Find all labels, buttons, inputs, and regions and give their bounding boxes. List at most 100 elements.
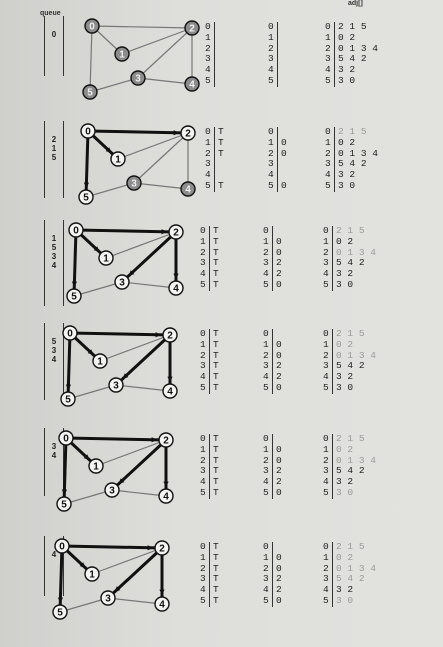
edgeTo-cell: 0: [276, 246, 282, 258]
adj-entry: 0: [336, 246, 342, 258]
adj-row: 0 2: [336, 339, 376, 351]
index-cell: 1: [200, 443, 206, 455]
adj-row: 2 1 5: [336, 225, 376, 237]
adj-entry: 5: [360, 126, 367, 137]
index-cell: 3: [200, 465, 206, 477]
vertex-node: [80, 123, 96, 139]
graph-edge: [91, 25, 193, 29]
marked-cell: T: [213, 562, 219, 574]
marked-cell: T: [213, 476, 219, 488]
tree-edge-arrow: [163, 481, 169, 487]
vertex-label: 5: [71, 292, 77, 303]
vertex-label: 2: [163, 436, 169, 447]
tree-edge-arrow: [167, 376, 173, 382]
index-cell: 0: [205, 21, 211, 32]
adj-entry: 0: [336, 235, 342, 247]
vertex-node: [56, 496, 72, 512]
vertex-node: [60, 391, 76, 407]
adj-entry: 0: [338, 42, 344, 54]
adj-entry: 0: [338, 136, 344, 148]
adj-entry: 3: [336, 584, 342, 596]
vertex-node: [180, 125, 196, 141]
index-cell: 5: [200, 594, 206, 606]
vertex-label: 4: [167, 387, 173, 398]
index-cell: 5: [323, 381, 329, 393]
index-cell: 2: [263, 246, 269, 258]
adj-entry: 1: [347, 349, 354, 361]
index-cell: 5: [323, 278, 329, 290]
adj-entry: 3: [360, 42, 367, 54]
adj-row: 5 4 2: [338, 53, 378, 65]
graph-edge: [95, 439, 167, 467]
adj-entry: 2: [358, 573, 365, 585]
index-cell: 3: [263, 360, 269, 372]
edgeTo-cell: 0: [276, 443, 282, 455]
index-cell: 1: [323, 551, 329, 563]
adj-row: 5 4 2: [338, 158, 378, 170]
adj-entry: 1: [349, 21, 356, 32]
vertex-label: 1: [97, 357, 103, 368]
index-cell: 0: [323, 328, 329, 339]
adj-entry: 0: [336, 562, 342, 574]
adj-entry: 4: [347, 573, 354, 585]
graph-edge: [133, 132, 189, 184]
adj-entry: 0: [349, 74, 356, 86]
marked-cell: T: [213, 225, 219, 236]
index-cell: 2: [200, 349, 206, 361]
adj-entry: 0: [347, 486, 354, 498]
adj-entry: 1: [349, 147, 356, 159]
index-cell: 0: [268, 21, 274, 32]
adj-entry: 1: [349, 126, 356, 137]
marked-cell: T: [213, 443, 219, 455]
index-cell: 3: [200, 360, 206, 372]
adj-entry: 3: [338, 169, 344, 181]
vertex-label: 4: [189, 80, 195, 91]
adj-entry: 0: [336, 551, 342, 563]
queue-entry: 2: [51, 135, 57, 144]
index-cell: 4: [263, 371, 269, 383]
queue-entry: 3: [51, 252, 57, 261]
tree-edge-arrow: [114, 586, 121, 592]
index-cell: 4: [325, 64, 331, 76]
adj-entry: 4: [349, 53, 356, 65]
graph-diagram: 0 1 2 3 4 5: [78, 123, 196, 205]
index-cell: 1: [268, 136, 274, 148]
adj-entry: 5: [358, 328, 365, 339]
vertex-label: 5: [83, 193, 89, 204]
index-cell: 0: [323, 541, 329, 552]
adj-entry: 1: [349, 42, 356, 54]
vertex-label: 4: [173, 284, 179, 295]
index-cell: 3: [263, 257, 269, 269]
vertex-label: 2: [159, 544, 165, 555]
column-divider: [272, 542, 274, 607]
queue-entry: 1: [51, 234, 57, 243]
tree-edge-arrow: [83, 454, 90, 460]
index-cell: 2: [205, 42, 211, 54]
edgeTo-cell: 0: [276, 486, 282, 498]
adj-row: 0 2: [336, 444, 376, 456]
index-cell: 3: [323, 360, 329, 372]
index-cell: 4: [200, 268, 206, 280]
adj-row: 2 1 5: [336, 328, 376, 340]
adj-row: 3 2: [338, 64, 378, 76]
vertex-node: [62, 325, 78, 341]
adj-entry: 5: [358, 433, 365, 444]
index-cell: 0: [200, 328, 206, 339]
edgeTo-cell: 0: [276, 454, 282, 466]
adj-row: 2 1 5: [338, 126, 378, 138]
vertex-label: 5: [87, 88, 93, 99]
adj-row: 0 2: [338, 136, 378, 149]
